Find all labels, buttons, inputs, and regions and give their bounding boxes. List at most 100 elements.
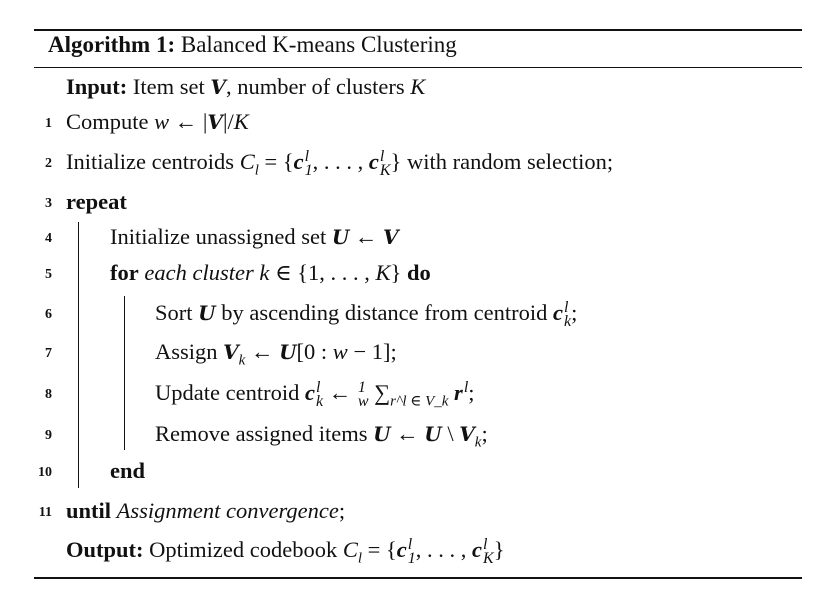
text-segment: ←: [323, 380, 357, 405]
subscript: l: [254, 162, 259, 179]
line-text: Remove assigned items U ← U \ Vk;: [155, 419, 488, 458]
text-segment: Remove assigned items: [155, 421, 374, 446]
line-number: 7: [45, 346, 52, 361]
line-text: Sort U by ascending distance from centro…: [155, 298, 577, 329]
keyword: Output:: [66, 537, 144, 562]
line-number: 2: [45, 156, 52, 171]
title-rule: [34, 67, 802, 68]
line-text: end: [110, 456, 145, 486]
text-segment: = {: [258, 149, 294, 174]
line-text: Output: Optimized codebook Cl = {c l 1, . …: [66, 535, 505, 574]
text-segment: ∑: [368, 380, 391, 405]
keyword: until: [66, 498, 112, 523]
top-rule: [34, 29, 802, 31]
math-symbol: V: [207, 110, 223, 134]
text-segment: ∈ {1, . . . ,: [269, 260, 376, 285]
text-segment: ←: [245, 339, 280, 364]
line-number: 3: [45, 196, 52, 211]
bottom-rule: [34, 577, 802, 579]
text-segment: w: [332, 339, 348, 364]
text-segment: Sort: [155, 300, 199, 325]
text-segment: K: [410, 74, 426, 99]
line-text: Assign Vk ← U[0 : w − 1];: [155, 337, 397, 376]
text-segment: Optimized codebook: [143, 537, 343, 562]
math-symbol: V: [459, 422, 475, 446]
line-number: 11: [38, 505, 52, 520]
text-segment: each cluster k: [144, 260, 270, 285]
text-segment: = {: [362, 537, 397, 562]
text-segment: w: [154, 109, 170, 134]
line-number: 6: [45, 307, 52, 322]
math-symbol: V: [210, 75, 226, 99]
line-text: Input: Item set V, number of clusters K: [66, 72, 425, 102]
text-segment: ;: [338, 498, 346, 523]
text-segment: Assignment convergence: [116, 498, 339, 523]
text-segment: c: [368, 149, 379, 174]
line-text: Initialize unassigned set U ← V: [110, 222, 399, 252]
line-number: 10: [38, 465, 52, 480]
text-segment: Update centroid: [155, 380, 305, 405]
text-segment: ←: [349, 224, 384, 249]
text-segment: |/: [222, 109, 234, 134]
script-pair: l: [463, 378, 469, 396]
text-segment: ;: [468, 380, 475, 405]
text-segment: , number of clusters: [225, 74, 411, 99]
subscript: r^l ∈ V_k: [390, 393, 449, 410]
line-text: for each cluster k ∈ {1, . . . , K} do: [110, 258, 431, 288]
keyword: for: [110, 260, 139, 285]
line-number: 1: [45, 116, 52, 131]
algorithm-title: Algorithm 1: Balanced K-means Clustering: [48, 30, 457, 60]
text-segment: }: [493, 537, 505, 562]
math-symbol: U: [331, 225, 350, 249]
text-segment: C: [239, 149, 255, 174]
keyword: repeat: [66, 189, 127, 214]
text-segment: ←: [390, 421, 425, 446]
text-segment: C: [342, 537, 358, 562]
for-block-bar: [124, 296, 126, 450]
keyword: Input:: [66, 74, 128, 99]
text-segment: c: [396, 537, 407, 562]
text-segment: ← |: [169, 109, 208, 134]
text-segment: c: [293, 149, 304, 174]
text-segment: Initialize centroids: [66, 149, 240, 174]
text-segment: Assign: [155, 339, 224, 364]
line-number: 9: [45, 428, 52, 443]
text-segment: Item set: [127, 74, 211, 99]
line-number: 4: [45, 231, 52, 246]
text-segment: , . . . ,: [415, 537, 473, 562]
text-segment: by ascending distance from centroid: [215, 300, 553, 325]
algorithm-name: Balanced K-means Clustering: [180, 32, 457, 57]
keyword: do: [406, 260, 431, 285]
text-segment: , . . . ,: [312, 149, 369, 174]
math-symbol: U: [424, 422, 442, 446]
text-segment: \: [441, 421, 460, 446]
text-segment: Initialize unassigned set: [110, 224, 332, 249]
subscript: k: [474, 434, 482, 451]
text-segment: ;: [481, 421, 488, 446]
subscript: l: [357, 550, 363, 567]
line-text: Compute w ← |V|/K: [66, 107, 249, 137]
repeat-block-bar: [78, 222, 80, 488]
text-segment: [0 :: [296, 339, 333, 364]
text-segment: − 1];: [347, 339, 397, 364]
text-segment: K: [233, 109, 249, 134]
math-symbol: V: [223, 340, 239, 364]
text-segment: K: [375, 260, 391, 285]
text-segment: }: [390, 260, 407, 285]
text-segment: ;: [571, 300, 578, 325]
text-segment: } with random selection;: [390, 149, 614, 174]
line-number: 5: [45, 267, 52, 282]
subscript: k: [238, 352, 246, 369]
line-text: Initialize centroids Cl = {c l 1, . . . , …: [66, 147, 613, 186]
text-segment: c: [472, 537, 483, 562]
algorithm-label: Algorithm 1:: [48, 32, 176, 57]
text-segment: Compute: [66, 109, 155, 134]
line-number: 8: [45, 387, 52, 402]
text-segment: r: [454, 380, 463, 405]
